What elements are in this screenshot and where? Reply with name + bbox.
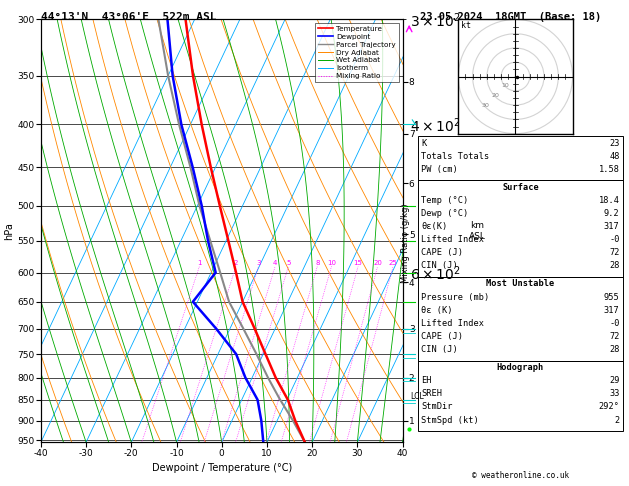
Text: 317: 317 [604,306,620,315]
Text: EH: EH [421,376,432,385]
Text: K: K [421,139,426,148]
Text: 28: 28 [609,345,620,354]
Text: Totals Totals: Totals Totals [421,152,490,161]
Text: 72: 72 [609,248,620,258]
Text: 33: 33 [609,389,620,399]
Text: CAPE (J): CAPE (J) [421,248,464,258]
Text: 10: 10 [501,83,509,87]
Text: Lifted Index: Lifted Index [421,319,484,328]
Text: 29: 29 [609,376,620,385]
Text: 20: 20 [373,260,382,266]
Text: 44°13'N  43°06'E  522m ASL: 44°13'N 43°06'E 522m ASL [41,12,216,22]
Text: 9.2: 9.2 [604,209,620,218]
Text: Temp (°C): Temp (°C) [421,196,469,205]
Text: 955: 955 [604,293,620,302]
Text: Hodograph: Hodograph [497,363,544,372]
Y-axis label: hPa: hPa [4,222,14,240]
Text: Pressure (mb): Pressure (mb) [421,293,490,302]
Text: θε(K): θε(K) [421,222,448,231]
Text: LCL: LCL [410,392,423,401]
Text: 28: 28 [609,261,620,271]
Text: Most Unstable: Most Unstable [486,279,555,289]
Text: 5: 5 [286,260,291,266]
Text: 2: 2 [234,260,238,266]
Text: 8: 8 [315,260,320,266]
Text: 48: 48 [609,152,620,161]
Text: Lifted Index: Lifted Index [421,235,484,244]
Text: 72: 72 [609,332,620,341]
Text: SREH: SREH [421,389,442,399]
Text: θε (K): θε (K) [421,306,453,315]
Text: 1: 1 [197,260,202,266]
Text: 20: 20 [491,92,499,98]
Y-axis label: km
ASL: km ASL [469,221,486,241]
X-axis label: Dewpoint / Temperature (°C): Dewpoint / Temperature (°C) [152,463,292,473]
Text: 23.05.2024  18GMT  (Base: 18): 23.05.2024 18GMT (Base: 18) [420,12,601,22]
Legend: Temperature, Dewpoint, Parcel Trajectory, Dry Adiabat, Wet Adiabat, Isotherm, Mi: Temperature, Dewpoint, Parcel Trajectory… [316,23,399,82]
Text: 292°: 292° [599,402,620,412]
Text: Surface: Surface [502,183,539,192]
Text: -0: -0 [609,235,620,244]
Text: 3: 3 [256,260,261,266]
Text: -0: -0 [609,319,620,328]
Text: CIN (J): CIN (J) [421,345,458,354]
Text: PW (cm): PW (cm) [421,165,458,174]
Text: Mixing Ratio (g/kg): Mixing Ratio (g/kg) [401,203,410,283]
Text: StmSpd (kt): StmSpd (kt) [421,416,479,425]
Text: 18.4: 18.4 [599,196,620,205]
Text: 15: 15 [353,260,362,266]
Text: 2: 2 [615,416,620,425]
Text: 317: 317 [604,222,620,231]
Text: 30: 30 [482,103,489,107]
Text: 4: 4 [273,260,277,266]
Text: 23: 23 [609,139,620,148]
Text: 1.58: 1.58 [599,165,620,174]
Text: StmDir: StmDir [421,402,453,412]
Text: © weatheronline.co.uk: © weatheronline.co.uk [472,471,569,480]
Text: CAPE (J): CAPE (J) [421,332,464,341]
Text: 10: 10 [327,260,336,266]
Text: kt: kt [461,21,471,30]
Text: CIN (J): CIN (J) [421,261,458,271]
Text: 25: 25 [389,260,398,266]
Text: Dewp (°C): Dewp (°C) [421,209,469,218]
